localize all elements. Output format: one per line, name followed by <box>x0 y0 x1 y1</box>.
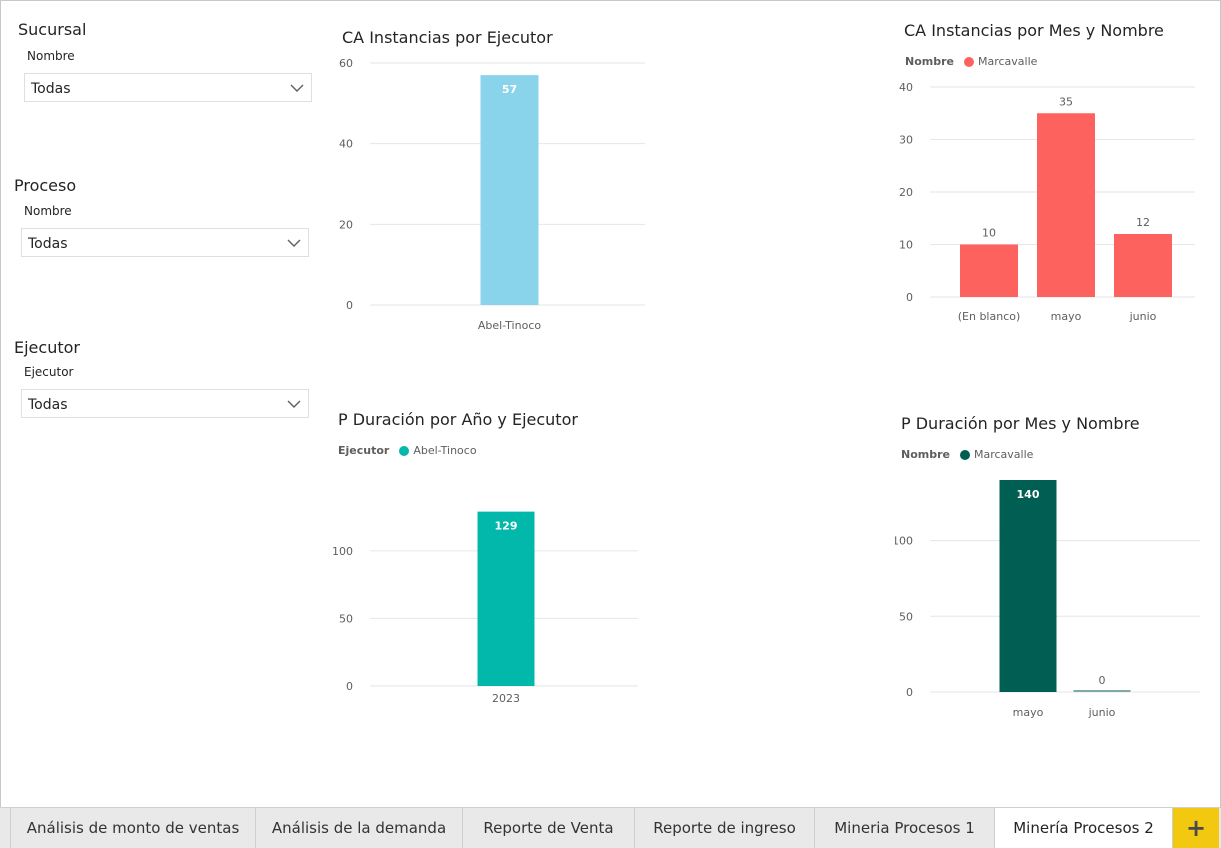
data-label: 140 <box>1017 488 1040 501</box>
tab-label: Reporte de Venta <box>483 819 614 837</box>
chevron-down-icon <box>290 84 304 92</box>
y-tick-label: 40 <box>899 81 913 94</box>
y-tick-label: 0 <box>346 680 353 693</box>
bar <box>480 75 539 305</box>
y-tick-label: 20 <box>339 218 353 231</box>
tab-reporte-ingreso[interactable]: Reporte de ingreso <box>635 808 815 848</box>
tab-analisis-monto-ventas[interactable]: Análisis de monto de ventas <box>11 808 256 848</box>
legend-p-anio: Ejecutor Abel-Tinoco <box>338 444 477 457</box>
tab-label: Mineria Procesos 1 <box>834 819 975 837</box>
slicer-title: Proceso <box>14 176 77 195</box>
chart-ca-instancias-ejecutor[interactable]: 0 20 40 60 57 Abel-Tinoco <box>330 55 650 340</box>
legend-dot <box>963 56 974 67</box>
sucursal-dropdown[interactable]: Todas <box>24 73 312 102</box>
bar <box>1037 113 1095 297</box>
slicer-field-label: Ejecutor <box>24 365 74 379</box>
y-tick-label: 40 <box>339 138 353 151</box>
y-tick-label: 100 <box>332 545 353 558</box>
data-label: 0 <box>1099 674 1106 687</box>
bar <box>1114 234 1172 297</box>
legend-ca-mes: Nombre Marcavalle <box>905 55 1037 68</box>
tab-mineria-procesos-1[interactable]: Mineria Procesos 1 <box>815 808 995 848</box>
bar <box>960 244 1018 297</box>
legend-title: Nombre <box>905 55 954 68</box>
bar <box>999 480 1057 692</box>
dropdown-value: Todas <box>31 81 71 97</box>
tab-label: Análisis de monto de ventas <box>26 819 240 837</box>
data-label: 12 <box>1136 216 1150 229</box>
legend-dot <box>959 449 970 460</box>
slicer-title: Sucursal <box>18 20 87 39</box>
page-tab-bar: Análisis de monto de ventas Análisis de … <box>0 807 1221 848</box>
legend-item: Marcavalle <box>973 448 1034 461</box>
y-tick-label: 50 <box>899 610 913 623</box>
add-page-button[interactable]: + <box>1173 808 1219 848</box>
legend-dot <box>399 445 410 456</box>
x-tick-label: Abel-Tinoco <box>478 319 541 332</box>
tab-reporte-venta[interactable]: Reporte de Venta <box>463 808 635 848</box>
y-tick-label: 60 <box>339 57 353 70</box>
chart-ca-instancias-mes[interactable]: 0 10 20 30 40 10 (En blanco) 35 mayo 12 junio <box>895 78 1205 333</box>
chart-p-duracion-anio[interactable]: 0 50 100 129 2023 <box>330 480 650 715</box>
chart-title-p-anio: P Duración por Año y Ejecutor <box>338 410 578 429</box>
data-label: 35 <box>1059 95 1073 108</box>
x-tick-label: 2023 <box>492 692 520 705</box>
x-tick-label: junio <box>1088 706 1116 719</box>
data-label: 10 <box>982 227 996 240</box>
legend-item: Abel-Tinoco <box>413 444 477 457</box>
y-tick-label: 0 <box>906 291 913 304</box>
x-tick-label: junio <box>1129 310 1157 323</box>
ejecutor-dropdown[interactable]: Todas <box>21 389 309 418</box>
slicer-field-label: Nombre <box>24 204 72 218</box>
bar <box>1073 690 1131 692</box>
legend-item: Marcavalle <box>977 55 1038 68</box>
chart-title-p-mes: P Duración por Mes y Nombre <box>901 414 1140 433</box>
tab-label: Minería Procesos 2 <box>1013 819 1154 837</box>
bar <box>477 511 535 686</box>
slicer-field-label: Nombre <box>27 49 75 63</box>
chevron-down-icon <box>287 239 301 247</box>
legend-p-mes: Nombre Marcavalle <box>901 448 1033 461</box>
y-tick-label: 10 <box>899 239 913 252</box>
chart-p-duracion-mes[interactable]: 0 50 100 140 mayo 0 junio <box>895 470 1205 725</box>
data-label: 57 <box>502 83 517 96</box>
proceso-dropdown[interactable]: Todas <box>21 228 309 257</box>
chevron-down-icon <box>287 400 301 408</box>
x-tick-label: mayo <box>1013 706 1044 719</box>
y-tick-label: 30 <box>899 134 913 147</box>
tab-mineria-procesos-2[interactable]: Minería Procesos 2 <box>995 808 1173 848</box>
chart-title-ca-ejecutor: CA Instancias por Ejecutor <box>342 28 553 47</box>
slicer-sucursal: Sucursal Nombre Todas <box>18 20 318 110</box>
tab-scroll-edge <box>0 808 11 848</box>
dropdown-value: Todas <box>28 236 68 252</box>
tab-label: Reporte de ingreso <box>653 819 796 837</box>
tab-analisis-demanda[interactable]: Análisis de la demanda <box>256 808 463 848</box>
chart-title-ca-mes: CA Instancias por Mes y Nombre <box>904 21 1164 40</box>
y-tick-label: 20 <box>899 186 913 199</box>
x-tick-label: mayo <box>1051 310 1082 323</box>
tab-label: Análisis de la demanda <box>271 819 447 837</box>
y-tick-label: 50 <box>339 612 353 625</box>
y-tick-label: 0 <box>906 686 913 699</box>
y-tick-label: 100 <box>895 535 913 548</box>
slicer-ejecutor: Ejecutor Ejecutor Todas <box>14 338 314 428</box>
legend-title: Ejecutor <box>338 444 390 457</box>
dropdown-value: Todas <box>28 397 68 413</box>
data-label: 129 <box>495 520 518 533</box>
plus-icon: + <box>1185 814 1207 842</box>
y-tick-label: 0 <box>346 299 353 312</box>
x-tick-label: (En blanco) <box>958 310 1021 323</box>
slicer-proceso: Proceso Nombre Todas <box>14 176 314 266</box>
slicer-title: Ejecutor <box>14 338 80 357</box>
legend-title: Nombre <box>901 448 950 461</box>
